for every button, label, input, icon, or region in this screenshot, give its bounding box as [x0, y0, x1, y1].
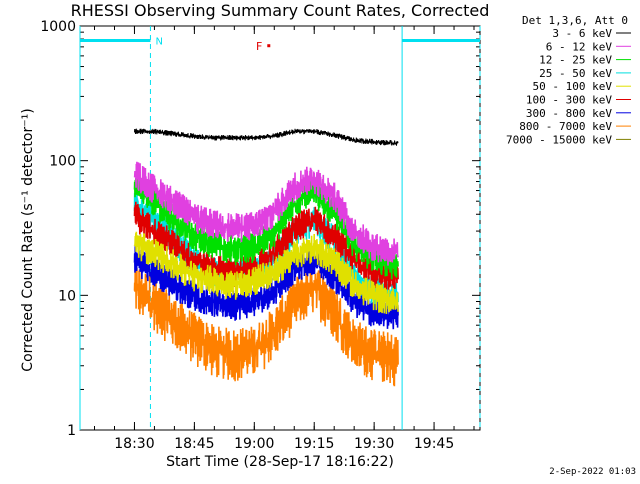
- legend-label: 7000 - 15000 keV: [506, 133, 612, 146]
- legend-label: 6 - 12 keV: [546, 40, 613, 53]
- series-line-1: [133, 161, 399, 266]
- footer-timestamp: 2-Sep-2022 01:03: [549, 467, 636, 477]
- y-axis-label: Corrected Count Rate (s⁻¹ detector⁻¹): [20, 108, 36, 371]
- legend-label: 25 - 50 keV: [539, 67, 612, 80]
- flare-flag-marker: [267, 44, 271, 48]
- series-line-0: [134, 128, 399, 146]
- legend-label: 12 - 25 keV: [539, 54, 612, 67]
- y-tick-label: 1000: [40, 19, 76, 35]
- legend-label: 100 - 300 keV: [526, 94, 612, 107]
- legend-label: 800 - 7000 keV: [519, 120, 612, 133]
- x-tick-label: 18:45: [174, 436, 214, 452]
- x-tick-label: 19:45: [414, 436, 454, 452]
- segment-label: N: [155, 37, 162, 48]
- legend-label: 3 - 6 keV: [552, 27, 612, 40]
- y-tick-label: 1: [67, 423, 76, 439]
- x-axis-label: Start Time (28-Sep-17 18:16:22): [166, 454, 394, 470]
- series-line-4: [133, 231, 399, 315]
- y-tick-label: 100: [49, 154, 76, 170]
- x-tick-label: 19:00: [234, 436, 274, 452]
- legend-label: 300 - 800 keV: [526, 107, 612, 120]
- x-tick-label: 18:30: [114, 436, 154, 452]
- y-tick-label: 10: [58, 288, 76, 304]
- flare-flag-label: F: [256, 40, 262, 53]
- chart-title: RHESSI Observing Summary Count Rates, Co…: [71, 1, 490, 20]
- legend-header: Det 1,3,6, Att 0: [522, 14, 628, 27]
- x-tick-label: 19:30: [354, 436, 394, 452]
- x-tick-label: 19:15: [294, 436, 334, 452]
- plot-area: 1 10 100 1000 18:30 18:45 19:00 19:15 19:30 19:45…: [40, 19, 481, 452]
- legend-label: 50 - 100 keV: [533, 80, 613, 93]
- series-line-7: [133, 261, 399, 387]
